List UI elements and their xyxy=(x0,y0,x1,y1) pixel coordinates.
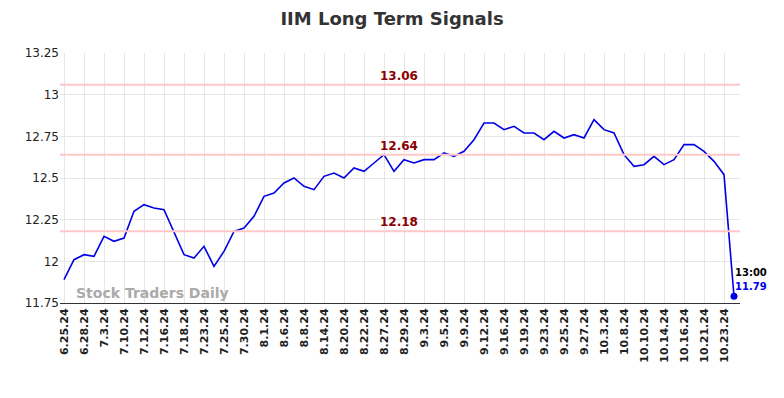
svg-text:11.75: 11.75 xyxy=(25,296,59,310)
svg-text:7.12.24: 7.12.24 xyxy=(138,308,151,355)
svg-text:6.28.24: 6.28.24 xyxy=(78,308,91,355)
svg-text:9.3.24: 9.3.24 xyxy=(418,308,431,347)
svg-text:9.25.24: 9.25.24 xyxy=(558,308,571,355)
svg-text:7.10.24: 7.10.24 xyxy=(118,308,131,355)
svg-text:13: 13 xyxy=(44,88,59,102)
svg-text:11.79: 11.79 xyxy=(735,281,767,292)
svg-text:7.30.24: 7.30.24 xyxy=(238,308,251,355)
svg-text:10.23.24: 10.23.24 xyxy=(718,308,731,363)
svg-text:10.14.24: 10.14.24 xyxy=(658,308,671,363)
svg-text:9.23.24: 9.23.24 xyxy=(538,308,551,355)
svg-text:12.18: 12.18 xyxy=(380,215,418,229)
svg-text:10.21.24: 10.21.24 xyxy=(698,308,711,363)
svg-text:8.6.24: 8.6.24 xyxy=(278,308,291,347)
svg-text:9.16.24: 9.16.24 xyxy=(498,308,511,355)
svg-text:7.3.24: 7.3.24 xyxy=(98,308,111,347)
svg-text:7.16.24: 7.16.24 xyxy=(158,308,171,355)
svg-text:7.25.24: 7.25.24 xyxy=(218,308,231,355)
svg-text:8.8.24: 8.8.24 xyxy=(298,308,311,347)
svg-text:12.64: 12.64 xyxy=(380,139,418,153)
svg-text:8.1.24: 8.1.24 xyxy=(258,308,271,347)
svg-text:10.10.24: 10.10.24 xyxy=(638,308,651,363)
svg-text:13.06: 13.06 xyxy=(380,69,418,83)
svg-text:8.20.24: 8.20.24 xyxy=(338,308,351,355)
svg-text:7.23.24: 7.23.24 xyxy=(198,308,211,355)
svg-text:IIM Long Term Signals: IIM Long Term Signals xyxy=(280,8,503,29)
svg-text:9.27.24: 9.27.24 xyxy=(578,308,591,355)
svg-text:10.3.24: 10.3.24 xyxy=(598,308,611,355)
svg-text:8.27.24: 8.27.24 xyxy=(378,308,391,355)
svg-text:9.19.24: 9.19.24 xyxy=(518,308,531,355)
svg-text:9.5.24: 9.5.24 xyxy=(438,308,451,347)
svg-text:13:00: 13:00 xyxy=(735,267,767,278)
svg-text:13.25: 13.25 xyxy=(25,46,59,60)
svg-text:8.14.24: 8.14.24 xyxy=(318,308,331,355)
svg-text:10.8.24: 10.8.24 xyxy=(618,308,631,355)
svg-text:12.25: 12.25 xyxy=(25,213,59,227)
svg-text:9.12.24: 9.12.24 xyxy=(478,308,491,355)
svg-text:6.25.24: 6.25.24 xyxy=(58,308,71,355)
svg-text:9.9.24: 9.9.24 xyxy=(458,308,471,347)
svg-text:12.5: 12.5 xyxy=(32,171,59,185)
svg-text:12: 12 xyxy=(44,255,59,269)
svg-text:7.18.24: 7.18.24 xyxy=(178,308,191,355)
svg-text:10.16.24: 10.16.24 xyxy=(678,308,691,363)
svg-text:12.75: 12.75 xyxy=(25,130,59,144)
svg-text:Stock Traders Daily: Stock Traders Daily xyxy=(76,285,229,301)
svg-text:8.29.24: 8.29.24 xyxy=(398,308,411,355)
svg-text:8.22.24: 8.22.24 xyxy=(358,308,371,355)
